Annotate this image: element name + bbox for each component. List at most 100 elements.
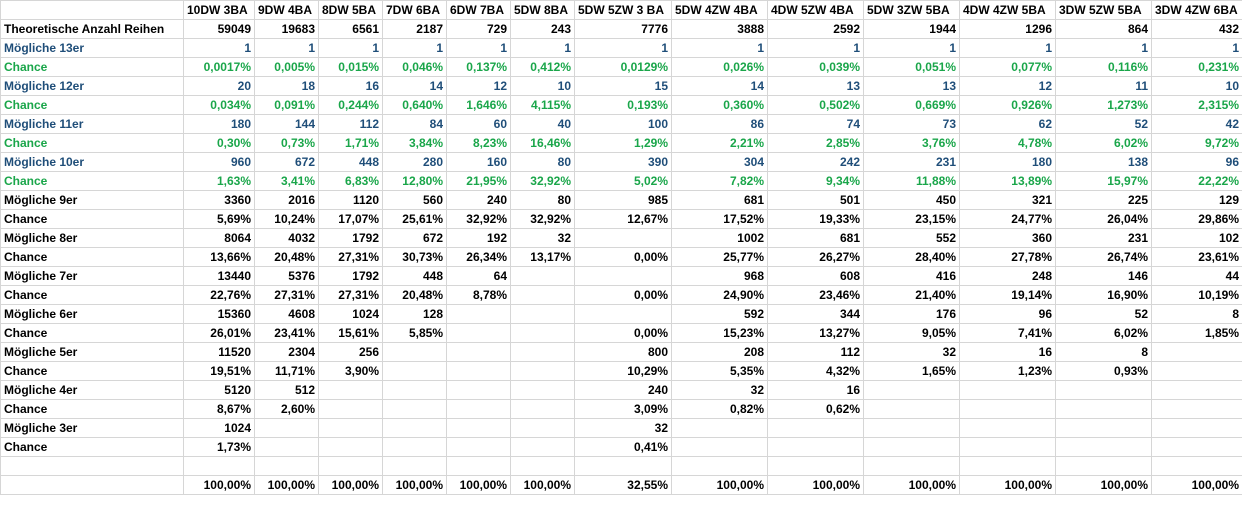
- row-label-cell[interactable]: [0, 456, 184, 476]
- table-cell[interactable]: 100,00%: [318, 475, 383, 495]
- table-cell[interactable]: 3,09%: [574, 399, 672, 419]
- table-cell[interactable]: 23,15%: [863, 209, 960, 229]
- table-cell[interactable]: 672: [254, 152, 319, 172]
- table-cell[interactable]: 112: [767, 342, 864, 362]
- table-cell[interactable]: 27,31%: [254, 285, 319, 305]
- table-cell[interactable]: 15,61%: [318, 323, 383, 343]
- table-cell[interactable]: 0,231%: [1151, 57, 1242, 77]
- table-cell[interactable]: 10,19%: [1151, 285, 1242, 305]
- table-cell[interactable]: 2304: [254, 342, 319, 362]
- table-cell[interactable]: 1: [1151, 38, 1242, 58]
- table-cell[interactable]: 1: [446, 38, 511, 58]
- table-cell[interactable]: 59049: [183, 19, 255, 39]
- table-cell[interactable]: 681: [671, 190, 768, 210]
- table-cell[interactable]: 15,97%: [1055, 171, 1152, 191]
- row-label-cell[interactable]: Mögliche 12er: [0, 76, 184, 96]
- table-cell[interactable]: 100,00%: [767, 475, 864, 495]
- table-cell[interactable]: 15360: [183, 304, 255, 324]
- table-cell[interactable]: 512: [254, 380, 319, 400]
- table-cell[interactable]: 6,02%: [1055, 323, 1152, 343]
- table-cell[interactable]: 3,90%: [318, 361, 383, 381]
- table-cell[interactable]: [574, 304, 672, 324]
- table-cell[interactable]: 0,73%: [254, 133, 319, 153]
- table-cell[interactable]: 102: [1151, 228, 1242, 248]
- table-cell[interactable]: [382, 437, 447, 457]
- table-cell[interactable]: 9,34%: [767, 171, 864, 191]
- table-cell[interactable]: 100,00%: [446, 475, 511, 495]
- table-cell[interactable]: 11520: [183, 342, 255, 362]
- table-cell[interactable]: 242: [767, 152, 864, 172]
- table-cell[interactable]: 3,41%: [254, 171, 319, 191]
- table-cell[interactable]: 231: [863, 152, 960, 172]
- table-cell[interactable]: 26,74%: [1055, 247, 1152, 267]
- table-cell[interactable]: 0,926%: [959, 95, 1056, 115]
- table-cell[interactable]: 180: [183, 114, 255, 134]
- row-label-cell[interactable]: Chance: [0, 95, 184, 115]
- row-label-cell[interactable]: Chance: [0, 57, 184, 77]
- table-cell[interactable]: [1151, 380, 1242, 400]
- table-cell[interactable]: [1055, 437, 1152, 457]
- table-cell[interactable]: [446, 399, 511, 419]
- table-cell[interactable]: [1151, 399, 1242, 419]
- table-cell[interactable]: [1055, 456, 1152, 476]
- table-cell[interactable]: [959, 437, 1056, 457]
- table-cell[interactable]: [1151, 342, 1242, 362]
- table-cell[interactable]: 1,23%: [959, 361, 1056, 381]
- table-cell[interactable]: 208: [671, 342, 768, 362]
- table-cell[interactable]: 129: [1151, 190, 1242, 210]
- table-cell[interactable]: 4608: [254, 304, 319, 324]
- table-cell[interactable]: 26,04%: [1055, 209, 1152, 229]
- table-cell[interactable]: 20,48%: [254, 247, 319, 267]
- column-header-cell[interactable]: 7DW 6BA: [382, 0, 447, 20]
- table-cell[interactable]: 1,646%: [446, 95, 511, 115]
- table-cell[interactable]: 0,0129%: [574, 57, 672, 77]
- table-cell[interactable]: 256: [318, 342, 383, 362]
- table-cell[interactable]: 1,71%: [318, 133, 383, 153]
- table-cell[interactable]: 0,005%: [254, 57, 319, 77]
- row-label-cell[interactable]: Chance: [0, 399, 184, 419]
- table-cell[interactable]: 5376: [254, 266, 319, 286]
- row-label-cell[interactable]: Mögliche 3er: [0, 418, 184, 438]
- table-cell[interactable]: [1151, 456, 1242, 476]
- table-cell[interactable]: [574, 456, 672, 476]
- table-cell[interactable]: 60: [446, 114, 511, 134]
- table-cell[interactable]: 0,669%: [863, 95, 960, 115]
- table-cell[interactable]: 1: [254, 38, 319, 58]
- table-cell[interactable]: 0,412%: [510, 57, 575, 77]
- table-cell[interactable]: 30,73%: [382, 247, 447, 267]
- table-cell[interactable]: 100,00%: [382, 475, 447, 495]
- table-cell[interactable]: 6561: [318, 19, 383, 39]
- table-cell[interactable]: 26,27%: [767, 247, 864, 267]
- table-cell[interactable]: 18: [254, 76, 319, 96]
- row-label-cell[interactable]: Chance: [0, 209, 184, 229]
- row-label-cell[interactable]: Chance: [0, 247, 184, 267]
- table-cell[interactable]: 1,85%: [1151, 323, 1242, 343]
- table-cell[interactable]: [318, 399, 383, 419]
- table-cell[interactable]: [510, 323, 575, 343]
- table-cell[interactable]: 13: [863, 76, 960, 96]
- table-cell[interactable]: 5,85%: [382, 323, 447, 343]
- table-cell[interactable]: 448: [318, 152, 383, 172]
- table-cell[interactable]: 0,244%: [318, 95, 383, 115]
- table-cell[interactable]: 360: [959, 228, 1056, 248]
- table-cell[interactable]: 80: [510, 190, 575, 210]
- table-cell[interactable]: 13,27%: [767, 323, 864, 343]
- table-cell[interactable]: 100,00%: [254, 475, 319, 495]
- table-cell[interactable]: [318, 456, 383, 476]
- table-cell[interactable]: 1: [510, 38, 575, 58]
- column-header-cell[interactable]: 5DW 8BA: [510, 0, 575, 20]
- table-cell[interactable]: [446, 456, 511, 476]
- table-cell[interactable]: 390: [574, 152, 672, 172]
- table-cell[interactable]: 592: [671, 304, 768, 324]
- table-cell[interactable]: [446, 437, 511, 457]
- table-cell[interactable]: 0,046%: [382, 57, 447, 77]
- table-cell[interactable]: 7776: [574, 19, 672, 39]
- table-cell[interactable]: [863, 456, 960, 476]
- table-cell[interactable]: 180: [959, 152, 1056, 172]
- table-cell[interactable]: 0,502%: [767, 95, 864, 115]
- table-cell[interactable]: 501: [767, 190, 864, 210]
- table-cell[interactable]: 0,116%: [1055, 57, 1152, 77]
- table-cell[interactable]: 10: [510, 76, 575, 96]
- table-cell[interactable]: 22,76%: [183, 285, 255, 305]
- table-cell[interactable]: 62: [959, 114, 1056, 134]
